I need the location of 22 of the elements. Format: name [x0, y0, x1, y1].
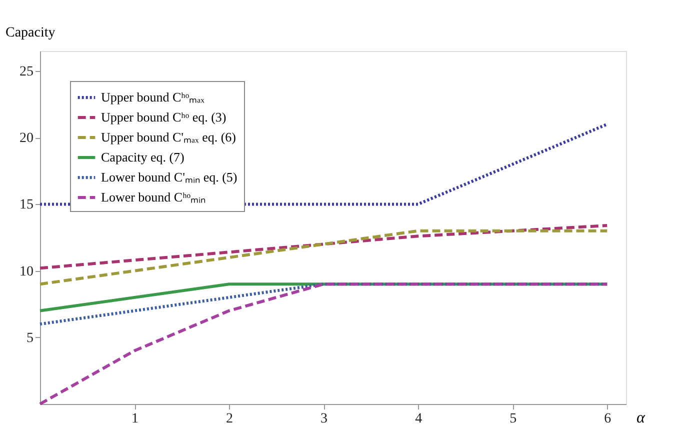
- y-tick-label: 15: [20, 198, 34, 213]
- y-tick-label: 20: [20, 131, 34, 146]
- x-tick-label: 6: [604, 412, 612, 426]
- y-tick-label: 25: [20, 64, 34, 80]
- x-tick-label: 2: [226, 412, 234, 426]
- line-series: [38, 229, 609, 286]
- x-tick-label: 1: [132, 412, 139, 426]
- legend-label: Upper bound C'ₘₐₓ eq. (6): [101, 130, 236, 144]
- x-tick-label: 5: [510, 412, 517, 426]
- legend-label: Capacity eq. (7): [101, 150, 184, 164]
- x-tick-label: 4: [415, 412, 422, 426]
- line-series: [38, 224, 609, 270]
- y-tick-label: 10: [20, 264, 34, 280]
- y-tick-label: 5: [26, 330, 34, 346]
- x-tick-label: 3: [320, 412, 328, 426]
- legend-label: Lower bound C'ₘᵢₙ eq. (5): [101, 170, 238, 184]
- y-axis-title: Capacity: [6, 26, 56, 40]
- legend-label: Upper bound Cʰᵒₘₐₓ: [101, 90, 205, 104]
- legend-label: Upper bound Cʰᵒ eq. (3): [101, 110, 226, 124]
- line-series: [38, 282, 609, 406]
- x-axis-title: α: [636, 410, 646, 426]
- legend-label: Lower bound Cʰᵒₘᵢₙ: [101, 190, 206, 204]
